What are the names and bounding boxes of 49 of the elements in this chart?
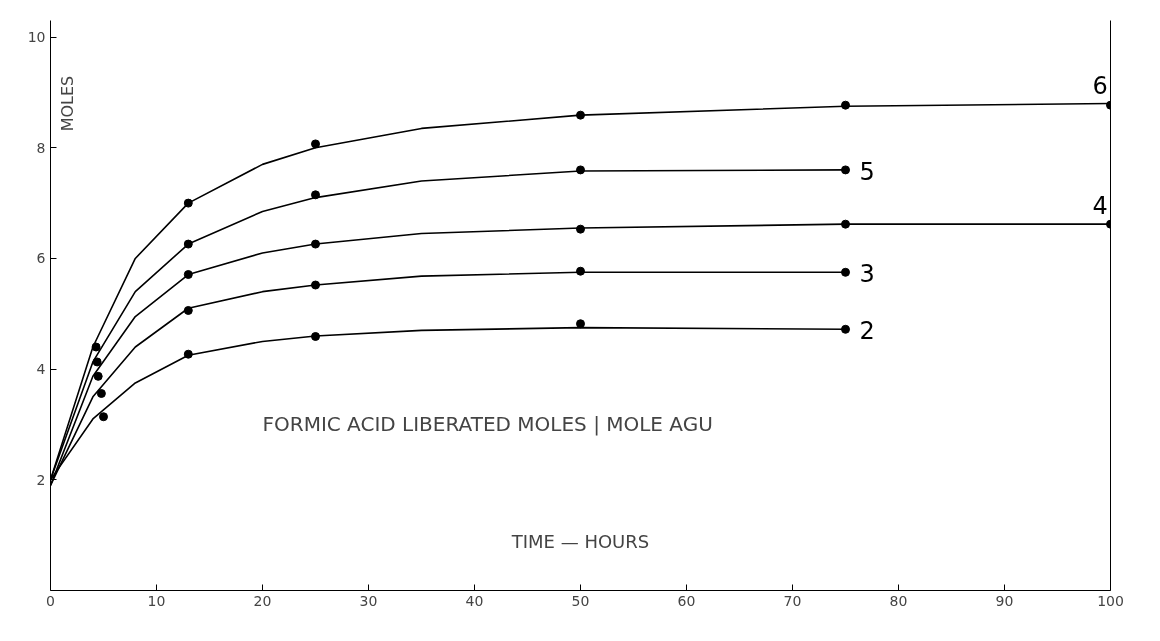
point	[841, 165, 850, 175]
x-tick-label: 90	[995, 592, 1014, 609]
series-label: 4	[1092, 192, 1108, 221]
y-tick-label: 10	[27, 29, 46, 46]
y-tick-label: 2	[36, 471, 46, 488]
y-tick-label: 8	[36, 139, 46, 156]
point	[576, 224, 585, 234]
x-tick-label: 60	[677, 592, 696, 609]
series-label: 3	[859, 260, 875, 289]
text: FORMIC ACID LIBERATED MOLES | MOLE AGU	[262, 411, 713, 436]
point	[841, 324, 850, 334]
point	[311, 190, 320, 200]
point	[99, 412, 108, 422]
point	[311, 139, 320, 149]
point	[183, 239, 193, 249]
x-tick-label: 40	[465, 592, 484, 609]
x-tick-label: 70	[783, 592, 802, 609]
x-tick-label: 10	[147, 592, 166, 609]
x-tick-label: 100	[1097, 592, 1124, 609]
point	[183, 270, 193, 279]
point	[576, 266, 585, 276]
y-tick-label: 6	[36, 250, 46, 267]
y-tick-label: 4	[36, 361, 46, 378]
x-axis-title: TIME — HOURS	[510, 530, 650, 552]
x-tick-label: 80	[889, 592, 908, 609]
point	[576, 165, 585, 175]
series-label: 6	[1092, 71, 1108, 100]
x-tick-label: 30	[359, 592, 378, 609]
point	[311, 332, 320, 341]
point	[841, 267, 850, 277]
series-label: 5	[859, 157, 875, 186]
point	[183, 349, 193, 359]
point	[311, 239, 320, 249]
point	[311, 280, 320, 290]
point	[183, 198, 193, 208]
point	[841, 219, 850, 229]
point	[576, 110, 585, 120]
point	[96, 389, 106, 398]
x-tick-label: 50	[571, 592, 590, 609]
y-axis-title: MOLES	[58, 75, 77, 132]
x-tick-label: 20	[253, 592, 272, 609]
x-tick-label: 0	[46, 592, 55, 609]
point	[92, 357, 102, 367]
point	[576, 319, 585, 329]
point	[183, 305, 193, 315]
point	[841, 100, 850, 110]
series-label: 2	[859, 317, 875, 346]
point	[91, 342, 101, 352]
point	[93, 371, 103, 381]
